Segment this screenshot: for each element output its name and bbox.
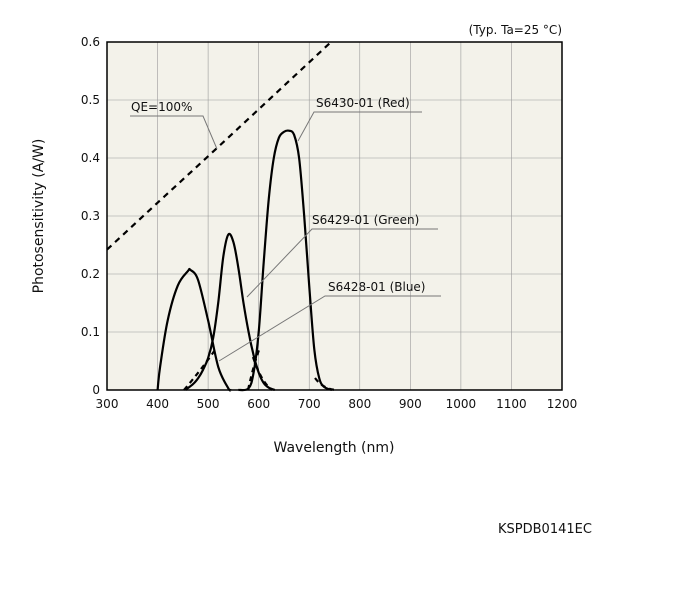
y-tick-label: 0.2 (81, 267, 100, 281)
annotation-labels: QE=100% S6430-01 (Red) S6429-01 (Green) S64… (131, 96, 426, 294)
green-curve-left-tail (183, 349, 216, 391)
green-sensor-curve (184, 232, 276, 392)
annotation-leaders (130, 111, 441, 362)
y-axis-title: Photosensitivity (A/W) (31, 139, 47, 294)
x-tick-label: 1200 (547, 397, 578, 411)
red-sensor-curve (238, 129, 333, 392)
qe-leader (130, 115, 218, 150)
red-leader (297, 111, 422, 142)
condition-note: (Typ. Ta=25 °C) (469, 23, 562, 37)
qe-100-line (106, 41, 332, 251)
x-axis-title: Wavelength (nm) (274, 440, 395, 456)
x-tick-label: 1000 (446, 397, 477, 411)
x-tick-label: 600 (247, 397, 270, 411)
y-tick-label: 0.5 (81, 93, 100, 107)
x-tick-label: 300 (96, 397, 119, 411)
green-leader (246, 228, 438, 298)
blue-sensor-curve (156, 267, 232, 392)
y-tick-labels: 0 0.1 0.2 0.3 0.4 0.5 0.6 (81, 35, 100, 397)
x-tick-labels: 300 400 500 600 700 800 900 1000 1100 1200 (96, 397, 578, 411)
y-tick-label: 0.1 (81, 325, 100, 339)
y-tick-label: 0 (92, 383, 100, 397)
red-curve-left-tail (246, 346, 262, 391)
y-tick-label: 0.4 (81, 151, 100, 165)
x-tick-label: 400 (146, 397, 169, 411)
red-series-label: S6430-01 (Red) (316, 96, 410, 110)
figure-code: KSPDB0141EC (498, 522, 592, 537)
green-curve-right-tail (251, 356, 273, 391)
x-tick-label: 900 (399, 397, 422, 411)
plot-frame (106, 41, 563, 391)
y-tick-label: 0.6 (81, 35, 100, 49)
blue-series-label: S6428-01 (Blue) (328, 280, 426, 294)
x-tick-label: 500 (197, 397, 220, 411)
x-tick-label: 800 (348, 397, 371, 411)
x-tick-label: 1100 (496, 397, 527, 411)
y-tick-label: 0.3 (81, 209, 100, 223)
blue-leader (218, 295, 441, 362)
qe-label: QE=100% (131, 100, 192, 114)
x-tick-label: 700 (298, 397, 321, 411)
green-series-label: S6429-01 (Green) (312, 213, 419, 227)
